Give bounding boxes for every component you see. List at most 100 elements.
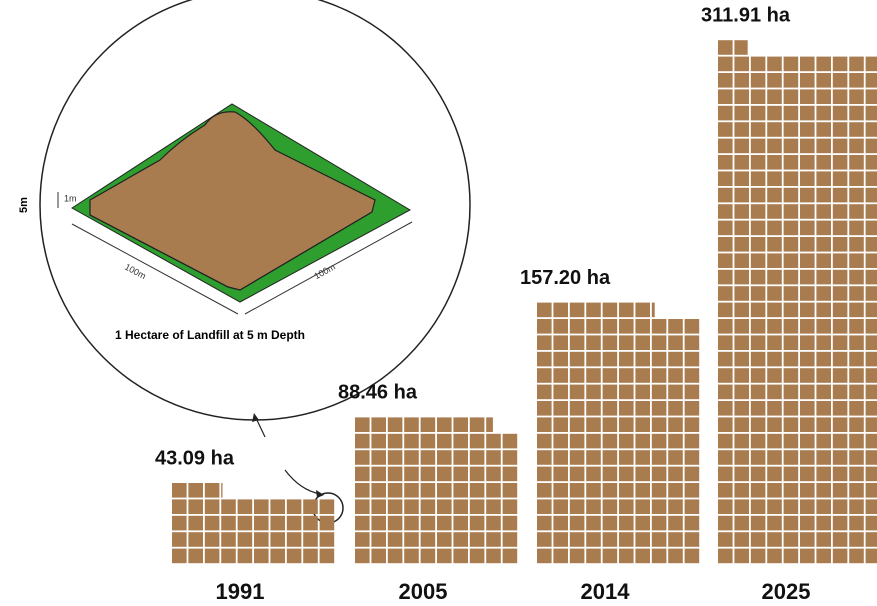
hectare-cell	[453, 532, 468, 547]
hectare-cell	[635, 401, 650, 416]
hectare-cell	[537, 499, 552, 514]
hectare-cell	[783, 548, 799, 564]
hectare-cell	[750, 384, 766, 400]
hectare-cell	[849, 466, 864, 482]
hectare-cell	[800, 73, 815, 88]
hectare-cell	[684, 433, 700, 449]
hectare-cell	[635, 532, 650, 547]
hectare-cell	[832, 417, 848, 432]
hectare-cell	[569, 351, 585, 367]
hectare-cell	[734, 351, 749, 367]
hectare-cell	[800, 302, 815, 318]
hectare-cell	[783, 450, 799, 465]
hectare-cell	[849, 89, 864, 104]
hectare-cell	[204, 532, 220, 547]
hectare-cell	[718, 417, 733, 432]
hectare-cell	[849, 269, 864, 285]
hectare-cell	[420, 450, 436, 465]
hectare-cell	[553, 319, 568, 334]
hectare-cell	[750, 187, 766, 203]
hectare-cell	[750, 548, 766, 564]
hectare-cell	[783, 368, 799, 383]
hectare-cell	[355, 532, 370, 547]
hectare-cell	[783, 286, 799, 301]
hectare-cell	[619, 384, 634, 400]
hectare-cell	[718, 269, 733, 285]
hectare-cell	[816, 548, 831, 564]
hectare-cell	[734, 499, 749, 514]
hectare-cell	[619, 302, 634, 318]
hectare-cell	[816, 122, 831, 137]
hectare-cell	[668, 319, 683, 334]
hectare-cell	[404, 450, 419, 465]
hectare-cell	[865, 450, 877, 465]
hectare-cell	[783, 253, 799, 268]
hectare-cell	[734, 548, 749, 564]
hectare-cell	[750, 105, 766, 121]
hectare-cell	[387, 417, 403, 432]
hectare-cell	[800, 433, 815, 449]
hectare-cell	[718, 302, 733, 318]
hectare-cell	[849, 384, 864, 400]
hectare-cell	[619, 499, 634, 514]
hectare-cell	[783, 122, 799, 137]
hectare-cell	[800, 220, 815, 236]
hectare-cell	[387, 466, 403, 482]
hectare-cell	[865, 319, 877, 334]
hectare-cell	[355, 515, 370, 531]
hectare-cell	[767, 187, 782, 203]
hectare-cell	[651, 466, 667, 482]
hectare-cell	[783, 105, 799, 121]
hectare-cell	[684, 368, 700, 383]
hectare-cell	[569, 483, 585, 498]
hectare-cell	[832, 335, 848, 350]
hectare-cell	[849, 351, 864, 367]
hectare-cell	[651, 417, 667, 432]
hectare-cell	[800, 89, 815, 104]
hectare-cell	[502, 532, 518, 547]
hectare-cell	[221, 515, 236, 531]
hectare-cell	[718, 450, 733, 465]
hectare-cell	[586, 302, 601, 318]
hectare-cell	[303, 499, 318, 514]
hectare-cell	[254, 532, 269, 547]
hectare-cell	[849, 122, 864, 137]
hectare-cell	[718, 171, 733, 186]
hectare-cell	[420, 483, 436, 498]
hectare-cell	[800, 122, 815, 137]
hectare-cell	[865, 384, 877, 400]
hectare-cell	[553, 483, 568, 498]
hectare-cell	[865, 532, 877, 547]
hectare-cell	[800, 548, 815, 564]
hectare-cell	[783, 237, 799, 252]
hectare-cell	[469, 466, 485, 482]
hectare-cell	[619, 515, 634, 531]
hectare-cell	[800, 368, 815, 383]
hectare-cell	[387, 532, 403, 547]
hectare-cell	[849, 56, 864, 72]
hectare-cell	[734, 269, 749, 285]
hectare-cell	[800, 138, 815, 154]
side-label: 100m	[123, 262, 148, 281]
hectare-cell	[750, 269, 766, 285]
hectare-cell	[832, 401, 848, 416]
hectare-cell	[502, 433, 518, 449]
hectare-cell	[286, 515, 302, 531]
hectare-cell	[619, 433, 634, 449]
hectare-cell	[569, 450, 585, 465]
hectare-cell	[800, 515, 815, 531]
hectare-cell	[816, 237, 831, 252]
hectare-cell	[816, 335, 831, 350]
hectare-cell	[800, 401, 815, 416]
hectare-cell	[767, 286, 782, 301]
hectare-cell	[586, 433, 601, 449]
hectare-cell	[816, 269, 831, 285]
hectare-cell	[553, 351, 568, 367]
hectare-cell	[420, 515, 436, 531]
hectare-cell	[502, 499, 518, 514]
hectare-cell	[619, 483, 634, 498]
hectare-cell	[221, 532, 236, 547]
hectare-cell	[651, 548, 667, 564]
hectare-cell	[734, 171, 749, 186]
hectare-cell	[635, 466, 650, 482]
